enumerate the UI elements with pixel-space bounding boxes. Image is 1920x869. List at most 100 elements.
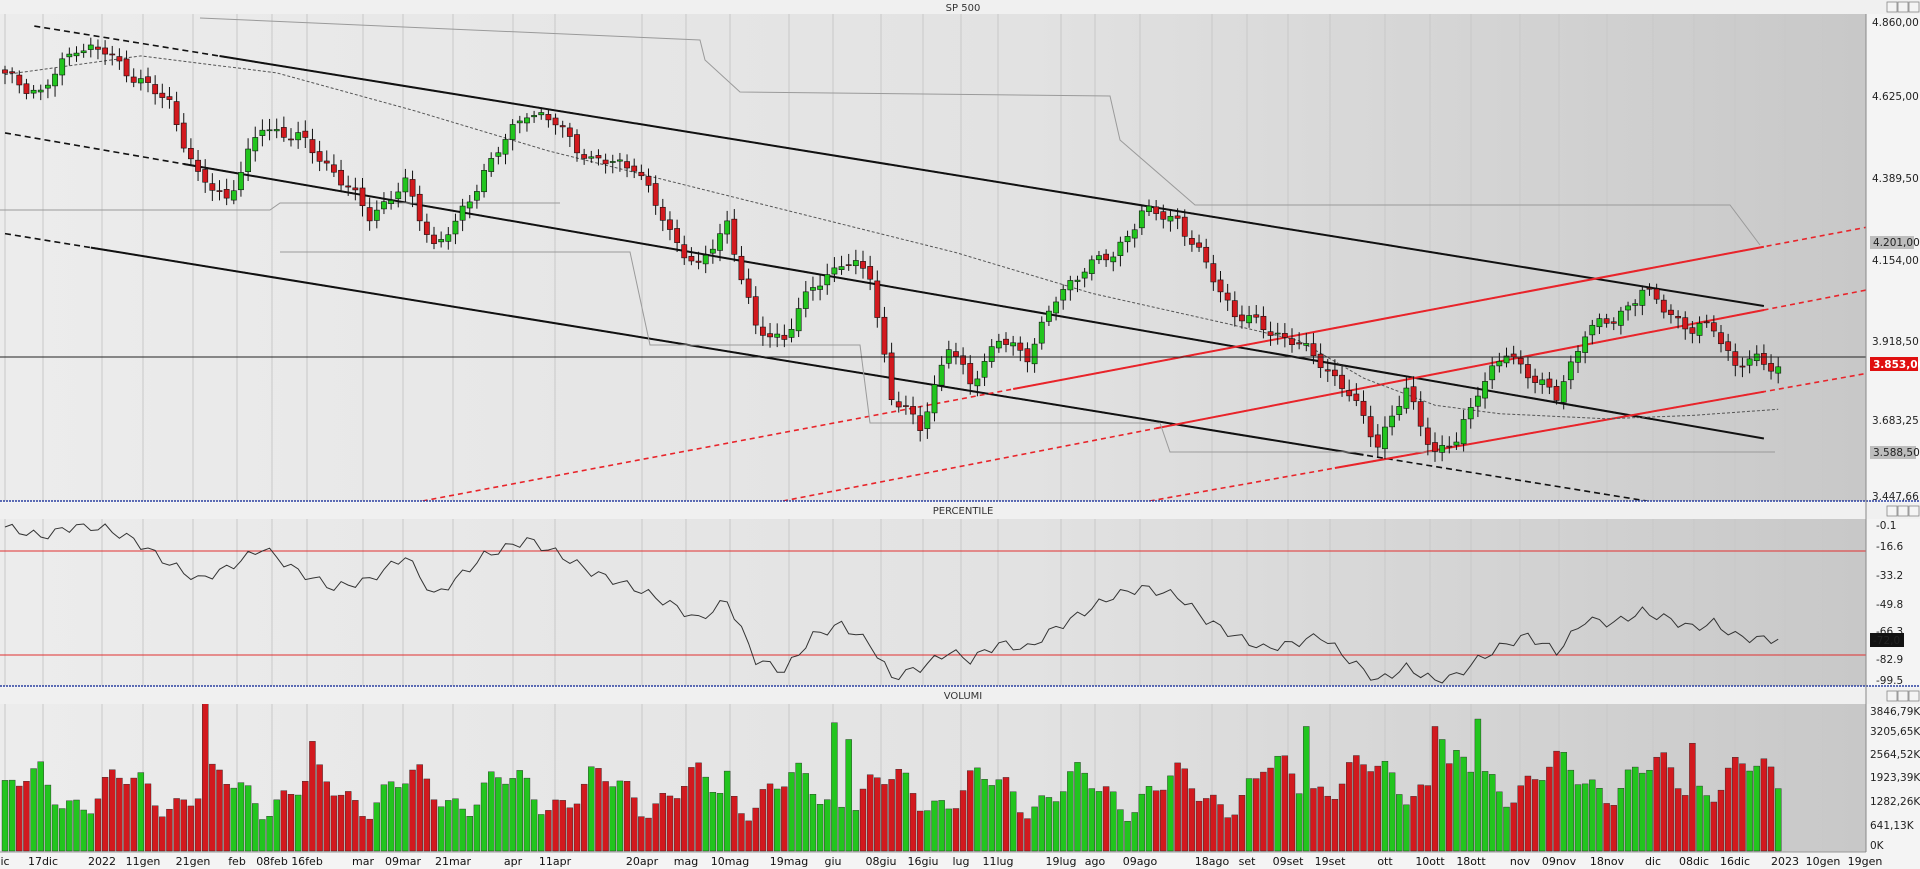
candle-body <box>373 209 380 221</box>
candle-down <box>145 67 151 93</box>
candle-body <box>960 355 966 365</box>
candle-body <box>423 221 430 235</box>
candle-body <box>1639 289 1646 306</box>
candle-down <box>1317 343 1324 378</box>
candle-body <box>1596 318 1603 328</box>
price-badge-current: 3.853,00 <box>1870 357 1920 371</box>
volume-bar <box>1324 795 1331 852</box>
candle-body <box>1618 310 1624 326</box>
candle-body <box>752 296 759 326</box>
candle-down <box>302 120 309 149</box>
trend-channel-line <box>90 246 1364 456</box>
volume-panel-buttons[interactable] <box>1886 690 1920 702</box>
candle-body <box>1417 401 1424 427</box>
candle-body <box>1153 206 1160 214</box>
volume-bar <box>201 704 209 852</box>
volume-bar <box>395 787 402 852</box>
volume-bar <box>1767 766 1775 852</box>
trend-channel-line <box>1155 308 1765 430</box>
candle-body <box>352 187 359 191</box>
candle-body <box>1589 324 1596 336</box>
candle-down <box>1196 234 1202 252</box>
candle-down <box>23 78 30 100</box>
candle-up <box>1246 305 1252 328</box>
candle-down <box>1682 311 1689 340</box>
percentile-tick-label: -82.9 <box>1876 654 1903 666</box>
candle-body <box>595 155 602 159</box>
candle-body <box>824 274 831 286</box>
price-tick-label: 3.447,66 <box>1872 491 1919 503</box>
x-tick-label: 09nov <box>1542 855 1577 868</box>
candle-body <box>1746 358 1753 366</box>
volume-bar <box>44 784 52 852</box>
candle-up <box>516 115 523 134</box>
candle-down <box>731 209 738 262</box>
candle-body <box>1432 442 1438 452</box>
candle-body <box>681 244 688 259</box>
x-tick-label: lug <box>952 855 969 868</box>
candle-body <box>1546 378 1553 388</box>
volume-bar <box>1124 820 1131 852</box>
candle-down <box>595 149 602 166</box>
volume-bar <box>1474 718 1482 852</box>
volume-bar <box>909 793 917 852</box>
candle-body <box>1446 445 1453 448</box>
candle-body <box>995 340 1002 349</box>
volume-bar <box>931 800 938 852</box>
candle-up <box>488 152 495 177</box>
price-step-lines <box>0 17 1775 453</box>
candle-up <box>452 213 459 245</box>
volume-bar <box>788 772 795 852</box>
volume-bar <box>1274 755 1281 852</box>
volume-bar <box>616 780 624 852</box>
candle-down <box>159 83 166 109</box>
volume-bar <box>902 772 910 852</box>
candle-up <box>1074 275 1081 293</box>
candle-up <box>524 113 530 132</box>
candle-body <box>273 129 280 132</box>
candle-body <box>1632 303 1639 306</box>
volume-bar <box>366 818 373 852</box>
volume-bar <box>1438 739 1446 852</box>
x-tick-label: 09mar <box>385 855 421 868</box>
volume-bar <box>952 808 960 852</box>
volume-bar <box>87 813 95 852</box>
volume-bar <box>831 722 838 852</box>
volume-bar <box>1017 812 1024 852</box>
candle-body <box>202 169 209 183</box>
volume-bar <box>309 741 316 852</box>
volume-bar <box>502 783 509 852</box>
candle-up <box>1303 332 1310 352</box>
candle-down <box>667 211 673 241</box>
volume-bar <box>37 761 44 852</box>
candle-body <box>1281 333 1288 338</box>
percentile-axis: -0.1-16.6-33.2-49.8-66.3-82.9-99.5 <box>1876 520 1903 687</box>
volume-bar <box>1231 814 1239 852</box>
candle-body <box>831 267 838 275</box>
candle-down <box>1417 391 1424 437</box>
volume-bar <box>123 783 130 852</box>
candle-body <box>166 96 173 100</box>
candle-up <box>273 118 280 139</box>
candle-down <box>659 198 666 232</box>
candle-body <box>359 187 366 207</box>
x-tick-label: feb <box>228 855 246 868</box>
percentile-line <box>4 523 1779 684</box>
price-panel-buttons[interactable] <box>1886 1 1920 13</box>
candle-body <box>538 112 545 116</box>
volume-bar <box>1002 777 1010 852</box>
candle-down <box>1703 314 1710 328</box>
price-panel: SP 500 4.860,00 4.625,00 4.389,50 4.154,00 3… <box>0 0 1920 503</box>
volume-bar <box>731 796 738 852</box>
trend-channel-line <box>219 55 1765 308</box>
candle-down <box>781 324 788 348</box>
volume-bar <box>881 784 888 852</box>
candle-up <box>824 263 831 295</box>
volume-bar <box>323 781 330 852</box>
volume-bar <box>1546 766 1553 852</box>
percentile-panel-buttons[interactable] <box>1886 505 1920 517</box>
candle-body <box>1439 445 1446 453</box>
candle-body <box>173 101 180 125</box>
candle-body <box>1660 299 1667 313</box>
